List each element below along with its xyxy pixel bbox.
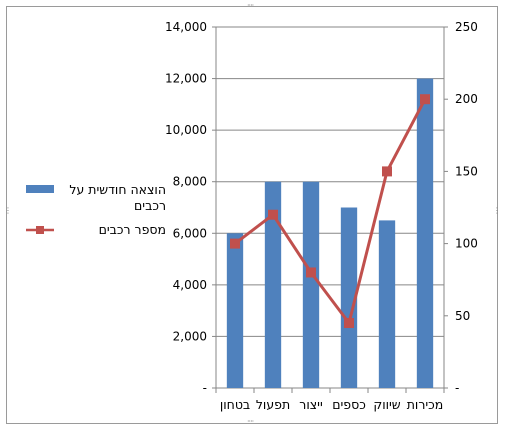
bar: [302, 181, 320, 388]
line-marker: [230, 238, 240, 249]
x-category-label: מכירות: [407, 397, 444, 412]
y-left-tick-label: 2,000: [173, 329, 207, 343]
y-left-tick-label: 10,000: [165, 123, 207, 137]
x-category-label: ייצור: [299, 397, 322, 412]
line-marker: [306, 267, 316, 278]
y-right-tick-label: -: [455, 381, 459, 395]
line-marker: [420, 94, 430, 105]
y-left-tick-label: -: [203, 381, 207, 395]
y-left-tick-label: 12,000: [165, 72, 207, 86]
resize-handle-top[interactable]: ····: [247, 1, 254, 10]
legend-entry-bar: הוצאה חודשית על רכבים: [26, 182, 166, 214]
resize-handle-bottom[interactable]: ····: [247, 417, 254, 426]
series-line: [234, 98, 427, 325]
x-category-label: בטחון: [220, 397, 250, 412]
legend-line-swatch: [26, 226, 54, 234]
legend-bar-swatch: [26, 185, 54, 193]
bar: [378, 220, 396, 388]
bar: [264, 181, 282, 388]
legend-bar-label: הוצאה חודשית על רכבים: [69, 182, 166, 213]
legend-entry-line: מספר רכבים: [26, 222, 166, 238]
y-left-tick-label: 8,000: [173, 175, 207, 189]
x-category-label: שיווק: [373, 397, 400, 412]
bar: [340, 207, 358, 388]
resize-handle-right[interactable]: ⋮: [493, 206, 501, 215]
x-category-label: תפעול: [256, 397, 290, 412]
legend[interactable]: הוצאה חודשית על רכבים מספר רכבים: [26, 182, 166, 246]
line-marker: [268, 209, 278, 220]
y-right-tick-label: 100: [455, 237, 478, 251]
y-right-tick-label: 250: [455, 20, 478, 34]
resize-handle-left[interactable]: ⋮: [4, 206, 12, 215]
x-category-label: כספים: [332, 397, 366, 412]
chart-area[interactable]: ···· ···· ⋮ ⋮: [4, 2, 501, 426]
y-left-tick-label: 14,000: [165, 20, 207, 34]
y-left-tick-label: 4,000: [173, 278, 207, 292]
bar: [416, 78, 434, 389]
legend-line-label: מספר רכבים: [98, 222, 166, 237]
line-marker: [344, 318, 354, 329]
y-right-tick-label: 50: [455, 309, 470, 323]
bar: [226, 233, 244, 388]
line-marker: [382, 166, 392, 177]
y-right-tick-label: 150: [455, 164, 478, 178]
y-right-tick-label: 200: [455, 92, 478, 106]
y-left-tick-label: 6,000: [173, 226, 207, 240]
